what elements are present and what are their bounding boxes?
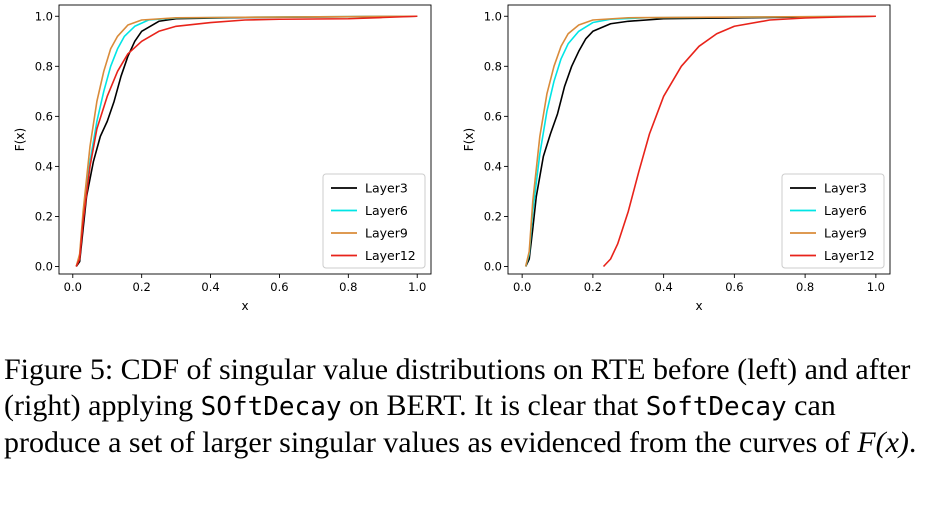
right-panel: 0.0 0.2 0.4 0.6 0.8 1.0 0.0 0.2 0.4 0.6 0.8 1.0 x F(x… [462,4,891,313]
caption-math: F(x) [857,426,909,459]
right-x-axis-label: x [695,299,702,313]
left-x-tick-label: 0.6 [270,280,288,294]
caption-text-2: on BERT. It is clear that [341,389,646,422]
left-y-tick-label: 0.4 [35,159,53,173]
right-legend: Layer3 Layer6 Layer9 Layer12 [781,173,885,269]
left-x-tick-label: 1.0 [408,280,426,294]
right-series-line-layer3 [524,15,876,267]
left-legend-label-layer3: Layer3 [365,181,408,196]
right-x-tick-label: 0.4 [654,280,672,294]
right-y-tick-label: 0.0 [484,259,502,273]
right-y-axis-label: F(x) [462,128,476,151]
left-legend-box [322,173,426,269]
left-panel: 0.0 0.2 0.4 0.6 0.8 1.0 0.0 0.2 0.4 0.6 0.8 1.0 x F(x… [13,4,432,313]
left-x-tick-label: 0.2 [133,280,151,294]
caption-text-3: can produce a set of larger singular val… [4,389,858,459]
right-legend-label-layer6: Layer6 [824,203,867,218]
caption-method-name-2: SoftDecay [645,392,787,422]
right-legend-label-layer12: Layer12 [824,248,875,263]
caption-text-4: . [908,426,917,459]
right-axes-frame [507,4,891,275]
right-series-line-layer9 [524,15,876,267]
left-y-axis-label: F(x) [13,128,27,151]
right-legend-label-layer9: Layer9 [824,226,867,241]
left-x-tick-label: 0.8 [339,280,357,294]
left-y-tick-label: 0.0 [35,259,53,273]
right-y-tick-label: 0.6 [484,109,502,123]
right-y-tick-label: 0.4 [484,159,502,173]
left-x-tick-label: 0.0 [64,280,82,294]
left-legend-label-layer9: Layer9 [365,226,408,241]
right-y-tick-label: 1.0 [484,9,502,23]
left-y-tick-label: 0.6 [35,109,53,123]
left-legend-label-layer6: Layer6 [365,203,408,218]
left-y-tick-label: 0.8 [35,59,53,73]
left-y-tick-label: 1.0 [35,9,53,23]
left-x-tick-label: 0.4 [201,280,219,294]
left-series-line-layer9 [75,15,418,267]
left-legend-label-layer12: Layer12 [365,248,416,263]
caption-method-name-1: SOftDecay [200,392,342,422]
right-y-tick-label: 0.8 [484,59,502,73]
left-series-line-layer12 [75,15,418,267]
right-x-tick-label: 0.8 [796,280,814,294]
left-y-tick-label: 0.2 [35,209,53,223]
left-legend: Layer3 Layer6 Layer9 Layer12 [322,173,426,269]
left-axes-frame [58,4,432,275]
right-legend-label-layer3: Layer3 [824,181,867,196]
right-series-line-layer12 [602,15,876,268]
right-x-tick-label: 1.0 [867,280,885,294]
right-legend-box [781,173,885,269]
right-x-tick-label: 0.6 [725,280,743,294]
figure-caption: Figure 5: CDF of singular value distribu… [4,352,936,461]
caption-text-1: Figure 5: CDF of singular value distribu… [4,353,911,422]
right-x-tick-label: 0.0 [513,280,531,294]
right-y-tick-label: 0.2 [484,209,502,223]
figure: 0.0 0.2 0.4 0.6 0.8 1.0 0.0 0.2 0.4 0.6 0.8 1.0 x F(x… [13,4,891,313]
right-x-tick-label: 0.2 [584,280,602,294]
left-x-axis-label: x [241,299,248,313]
